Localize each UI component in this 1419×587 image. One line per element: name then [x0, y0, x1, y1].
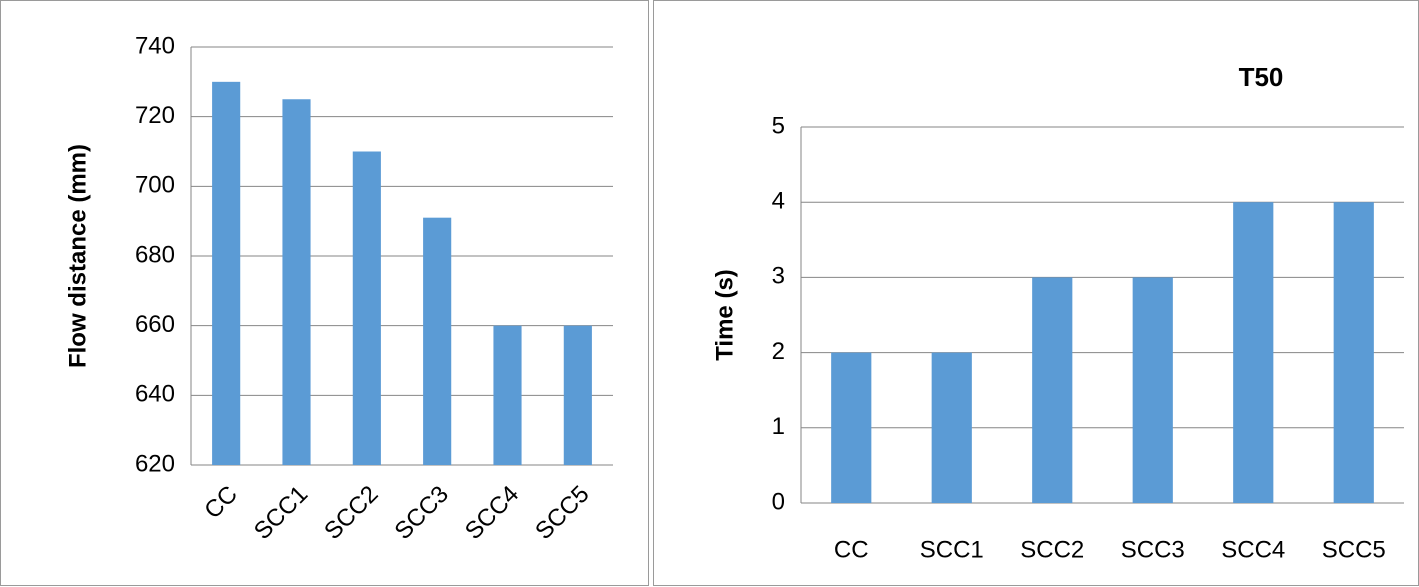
x-tick-label: SCC2 — [319, 481, 383, 545]
x-tick-labels: CC SCC1 SCC2 SCC3 SCC4 SCC5 — [834, 536, 1386, 563]
flow-distance-chart-panel: 620 640 660 680 700 720 740 CC SCC1 SCC2 SCC3 SCC4… — [0, 0, 649, 586]
x-tick-label: CC — [199, 481, 243, 525]
x-tick-label: SCC1 — [249, 481, 313, 545]
y-tick-labels: 0 1 2 3 4 5 — [772, 112, 785, 515]
x-tick-label: SCC2 — [1020, 536, 1084, 563]
bar-scc4 — [1233, 202, 1274, 503]
y-tick-label: 740 — [135, 32, 175, 59]
y-tick-label: 3 — [772, 263, 785, 290]
bar-scc4 — [493, 325, 522, 465]
x-tick-label: CC — [834, 536, 869, 563]
y-axis-title: Time (s) — [711, 269, 738, 361]
x-tick-label: SCC5 — [530, 481, 594, 545]
y-tick-label: 0 — [772, 488, 785, 515]
x-tick-label: SCC4 — [1221, 536, 1285, 563]
bar-scc3 — [1132, 277, 1173, 503]
gridlines — [190, 46, 613, 466]
t50-chart: T50 0 1 2 3 4 5 CC SCC1 SCC2 SCC3 SCC4 SCC5 Time (… — [711, 62, 1404, 563]
x-tick-label: SCC4 — [460, 481, 524, 545]
x-tick-label: SCC3 — [1121, 536, 1185, 563]
bar-scc2 — [1032, 277, 1073, 503]
bar-scc2 — [352, 151, 381, 465]
y-tick-label: 2 — [772, 338, 785, 365]
bar-scc5 — [1333, 202, 1374, 503]
y-tick-label: 620 — [135, 450, 175, 477]
y-tick-label: 4 — [772, 188, 785, 215]
x-tick-labels: CC SCC1 SCC2 SCC3 SCC4 SCC5 — [199, 481, 594, 545]
x-tick-label: SCC5 — [1322, 536, 1386, 563]
bar-scc1 — [282, 99, 311, 465]
y-tick-label: 700 — [135, 172, 175, 199]
gridlines — [800, 126, 1404, 504]
y-tick-label: 5 — [772, 112, 785, 139]
t50-chart-panel: T50 0 1 2 3 4 5 CC SCC1 SCC2 SCC3 SCC4 SCC5 Time (… — [653, 0, 1419, 586]
bar-scc3 — [423, 217, 452, 465]
y-tick-label: 1 — [772, 413, 785, 440]
y-tick-labels: 620 640 660 680 700 720 740 — [135, 32, 175, 477]
bar-cc — [212, 81, 241, 465]
y-tick-label: 660 — [135, 311, 175, 338]
x-tick-label: SCC1 — [920, 536, 984, 563]
bar-cc — [831, 352, 872, 503]
flow-distance-chart: 620 640 660 680 700 720 740 CC SCC1 SCC2 SCC3 SCC4… — [64, 32, 613, 545]
bar-scc5 — [563, 325, 592, 465]
bars — [212, 81, 592, 465]
x-tick-label: SCC3 — [390, 481, 454, 545]
bar-scc1 — [931, 352, 972, 503]
y-axis-title: Flow distance (mm) — [64, 144, 91, 368]
y-tick-label: 640 — [135, 381, 175, 408]
y-tick-label: 720 — [135, 102, 175, 129]
y-tick-label: 680 — [135, 241, 175, 268]
bars — [831, 202, 1374, 503]
chart-title: T50 — [1239, 62, 1284, 92]
